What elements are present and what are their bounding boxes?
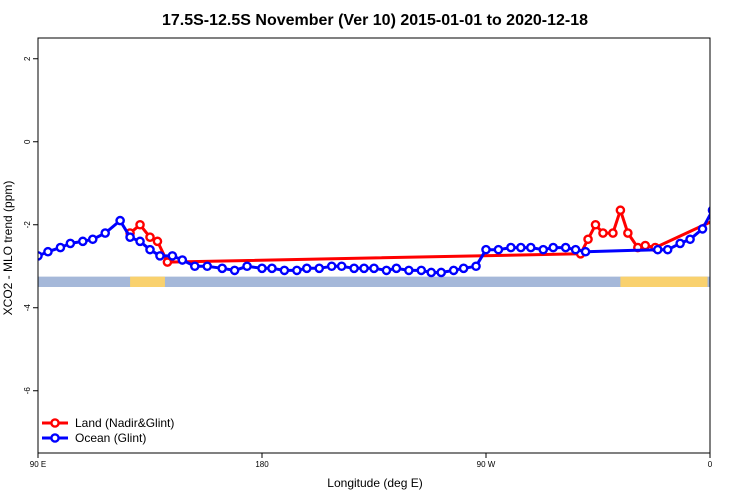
ocean-series-point <box>381 265 392 276</box>
plot-area: 90 E 180 90 W 0 2 0 -2 -4 -6 <box>23 37 750 469</box>
ocean-series-point <box>458 263 469 274</box>
ocean-series-point <box>506 242 516 253</box>
ocean-series-point <box>369 263 379 274</box>
ocean-series-point <box>580 246 591 257</box>
legend-item-land-marker <box>50 418 60 428</box>
ocean-series-point <box>314 263 325 274</box>
ocean-series-point <box>167 251 178 261</box>
ocean-series-point <box>257 263 267 274</box>
land-series-point <box>608 228 618 238</box>
ocean-series-point <box>242 261 252 272</box>
legend-item-land-label: Land (Nadir&Glint) <box>75 416 174 430</box>
land-series-point <box>583 234 593 245</box>
ocean-series-point <box>548 242 559 253</box>
ocean-series-point <box>652 244 663 255</box>
ocean-series-point <box>570 244 581 255</box>
ocean-series-point <box>471 261 481 272</box>
series-group <box>38 205 750 278</box>
ocean-series-point <box>301 263 312 274</box>
ocean-series-point <box>115 215 125 226</box>
ocean-series-point <box>526 242 536 253</box>
ocean-series-point <box>391 263 402 274</box>
legend-item-ocean-label: Ocean (Glint) <box>75 431 146 445</box>
ocean-series-point <box>493 244 504 255</box>
legend: Land (Nadir&Glint)Ocean (Glint) <box>42 416 174 445</box>
ocean-series-point <box>135 236 145 247</box>
ocean-series-point <box>744 238 750 245</box>
land-series-point <box>640 240 651 251</box>
y-axis-label: XCO2 - MLO trend (ppm) <box>1 181 15 316</box>
x-tick-label: 90 W <box>477 460 496 469</box>
ocean-series-point <box>662 244 673 255</box>
x-tick-label: 0 <box>708 460 713 469</box>
ocean-series-point <box>202 261 213 272</box>
land-series-point <box>145 232 155 242</box>
ocean-series-point <box>78 236 88 247</box>
ocean-series-point <box>436 267 447 278</box>
ocean-series-point <box>516 242 526 253</box>
land-series-point <box>590 219 601 230</box>
ocean-series-point <box>404 265 414 276</box>
ocean-series-point <box>326 261 337 272</box>
chart-title: 17.5S-12.5S November (Ver 10) 2015-01-01… <box>162 12 588 29</box>
ocean-series-point <box>155 251 165 261</box>
ocean-series-point <box>349 263 359 274</box>
ocean-series-point <box>267 263 277 274</box>
land-series-point <box>152 236 163 247</box>
ocean-series-point <box>685 234 695 245</box>
ocean-series-point <box>177 255 188 265</box>
ocean-series-point <box>538 244 549 255</box>
land-series-point <box>623 228 633 238</box>
landmask-ocean-band <box>38 276 710 287</box>
ocean-series-point <box>279 265 290 276</box>
ocean-series-point <box>100 228 110 238</box>
y-tick-label: -2 <box>23 221 32 229</box>
y-tick-label: -6 <box>23 387 32 395</box>
ocean-series-point <box>416 265 427 276</box>
x-tick-label: 90 E <box>30 460 46 469</box>
y-tick-label: 0 <box>23 139 32 144</box>
y-tick-label: 2 <box>23 56 32 61</box>
ocean-series-point <box>43 246 53 257</box>
ocean-series-point <box>697 224 708 234</box>
ocean-series-point <box>721 215 728 222</box>
ocean-series-point <box>336 261 347 272</box>
ocean-series-point <box>189 261 200 272</box>
ocean-series-point <box>55 242 66 253</box>
ocean-series-point <box>734 223 741 230</box>
ocean-series-point <box>359 263 369 274</box>
ocean-series-point <box>217 263 227 274</box>
x-axis-label: Longitude (deg E) <box>327 476 422 490</box>
land-series-point <box>162 257 173 267</box>
landmask-land-segment <box>130 276 165 287</box>
land-series-point <box>135 219 145 230</box>
ocean-series-point <box>481 244 491 255</box>
ocean-series-point <box>65 238 76 249</box>
ocean-series-point <box>675 238 685 249</box>
land-series-point <box>615 205 626 216</box>
ocean-series-point <box>145 244 155 255</box>
land-series-point <box>598 228 608 238</box>
ocean-series-point <box>426 267 437 278</box>
plot-frame <box>37 37 711 454</box>
legend-item-ocean-marker <box>50 433 60 443</box>
ocean-series-point <box>448 265 459 276</box>
ocean-series-point <box>292 265 302 276</box>
x-tick-label: 180 <box>255 460 269 469</box>
y-tick-label: -4 <box>23 304 32 312</box>
landmask-land-segment <box>620 276 708 287</box>
ocean-series-point <box>229 265 240 276</box>
ocean-series-point <box>560 242 571 253</box>
ocean-series-point <box>125 232 135 242</box>
ocean-series-point <box>87 234 98 245</box>
